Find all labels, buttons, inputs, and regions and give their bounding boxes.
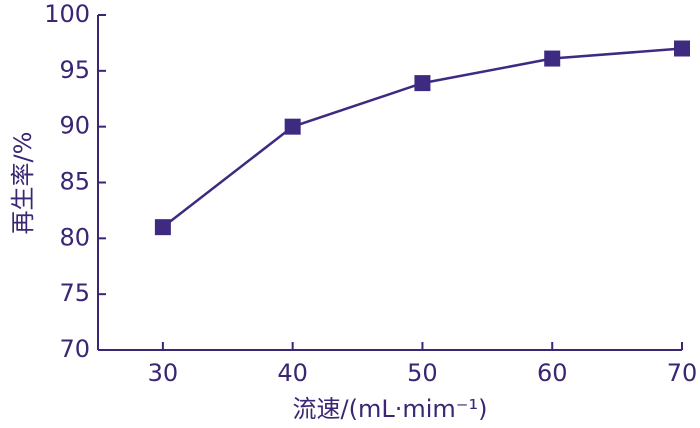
y-tick-label: 85 <box>59 168 90 196</box>
x-tick-label: 50 <box>407 359 438 387</box>
y-tick-label: 100 <box>44 0 90 28</box>
x-tick-label: 30 <box>148 359 179 387</box>
y-tick-label: 95 <box>59 56 90 84</box>
marker <box>414 75 431 92</box>
marker <box>674 40 690 57</box>
marker <box>544 50 561 67</box>
x-tick-label: 70 <box>667 359 698 387</box>
y-tick-label: 75 <box>59 279 90 307</box>
marker <box>284 118 301 135</box>
x-axis-label: 流速/(mL·mim⁻¹) <box>293 395 488 423</box>
y-axis-label: 再生率/% <box>9 132 37 235</box>
x-tick-label: 40 <box>277 359 308 387</box>
y-tick-label: 70 <box>59 335 90 363</box>
x-tick-label: 60 <box>537 359 568 387</box>
y-tick-label: 80 <box>59 223 90 251</box>
marker <box>154 219 171 236</box>
y-tick-label: 90 <box>59 112 90 140</box>
